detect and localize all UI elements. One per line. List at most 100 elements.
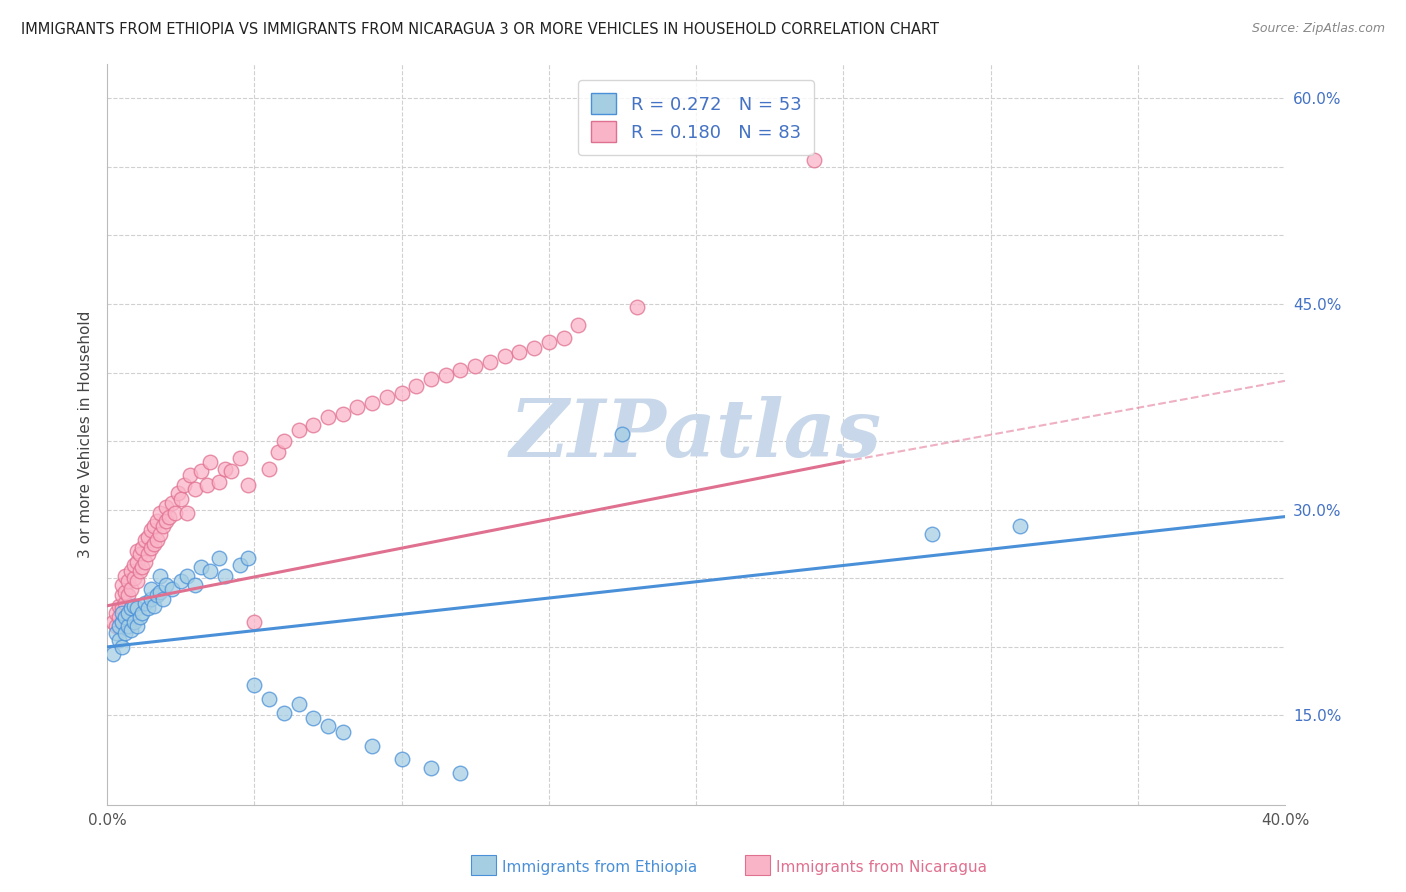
Point [108, 619, 131, 633]
Point [170, 491, 193, 506]
Point [494, 349, 516, 363]
Point [626, 300, 648, 314]
Point [267, 445, 290, 459]
Point [420, 372, 443, 386]
Point [287, 698, 309, 712]
Point [120, 624, 142, 638]
Point [149, 506, 172, 520]
Point [238, 550, 260, 565]
Point [114, 596, 136, 610]
Point [361, 396, 384, 410]
Point [125, 555, 148, 569]
Point [134, 596, 156, 610]
Point [128, 565, 150, 579]
Point [122, 615, 145, 630]
Text: ZIPatlas: ZIPatlas [510, 395, 882, 473]
Point [332, 407, 354, 421]
Point [120, 582, 142, 597]
Point [257, 692, 280, 706]
Point [184, 578, 207, 592]
Point [612, 427, 634, 442]
Point [143, 537, 166, 551]
Point [190, 560, 212, 574]
Point [921, 527, 943, 541]
Point [179, 468, 201, 483]
Point [803, 153, 825, 167]
Text: IMMIGRANTS FROM ETHIOPIA VS IMMIGRANTS FROM NICARAGUA 3 OR MORE VEHICLES IN HOUS: IMMIGRANTS FROM ETHIOPIA VS IMMIGRANTS F… [21, 22, 939, 37]
Point [111, 615, 134, 630]
Point [391, 752, 413, 766]
Point [104, 606, 127, 620]
Point [108, 609, 131, 624]
Point [138, 601, 160, 615]
Point [238, 478, 260, 492]
Point [243, 615, 266, 630]
Point [128, 609, 150, 624]
Point [141, 541, 163, 556]
Point [316, 719, 339, 733]
Point [332, 725, 354, 739]
Point [155, 578, 177, 592]
Point [478, 354, 501, 368]
Point [114, 568, 136, 582]
Point [101, 615, 124, 630]
Point [257, 461, 280, 475]
Point [114, 609, 136, 624]
Point [146, 514, 169, 528]
Point [117, 588, 139, 602]
Point [149, 585, 172, 599]
Point [195, 478, 218, 492]
Point [125, 619, 148, 633]
Text: Immigrants from Nicaragua: Immigrants from Nicaragua [776, 860, 987, 874]
Point [287, 423, 309, 437]
Point [101, 647, 124, 661]
Point [163, 506, 186, 520]
Point [302, 711, 325, 725]
Point [243, 678, 266, 692]
Point [208, 475, 231, 490]
Text: Source: ZipAtlas.com: Source: ZipAtlas.com [1251, 22, 1385, 36]
Point [104, 619, 127, 633]
Point [405, 379, 427, 393]
Point [111, 601, 134, 615]
Point [464, 359, 486, 373]
Point [155, 500, 177, 514]
Point [117, 619, 139, 633]
Point [131, 560, 153, 574]
Point [138, 530, 160, 544]
Point [143, 599, 166, 613]
Point [434, 368, 457, 383]
Point [228, 558, 250, 572]
Point [176, 506, 198, 520]
Point [117, 606, 139, 620]
Point [122, 599, 145, 613]
Point [131, 541, 153, 556]
Point [104, 626, 127, 640]
Point [184, 482, 207, 496]
Point [134, 533, 156, 547]
Point [122, 571, 145, 585]
Point [273, 434, 295, 449]
Point [141, 524, 163, 538]
Point [200, 565, 222, 579]
Point [508, 345, 530, 359]
Point [111, 640, 134, 654]
Point [450, 766, 472, 780]
Point [200, 455, 222, 469]
Point [166, 486, 188, 500]
Point [375, 390, 398, 404]
Point [1008, 519, 1031, 533]
Point [157, 509, 180, 524]
Point [141, 582, 163, 597]
Point [176, 568, 198, 582]
Point [114, 585, 136, 599]
Point [138, 547, 160, 561]
Y-axis label: 3 or more Vehicles in Household: 3 or more Vehicles in Household [79, 310, 93, 558]
Point [143, 519, 166, 533]
Legend: R = 0.272   N = 53, R = 0.180   N = 83: R = 0.272 N = 53, R = 0.180 N = 83 [578, 80, 814, 154]
Point [208, 550, 231, 565]
Point [228, 450, 250, 465]
Point [120, 565, 142, 579]
Point [125, 574, 148, 588]
Point [146, 533, 169, 547]
